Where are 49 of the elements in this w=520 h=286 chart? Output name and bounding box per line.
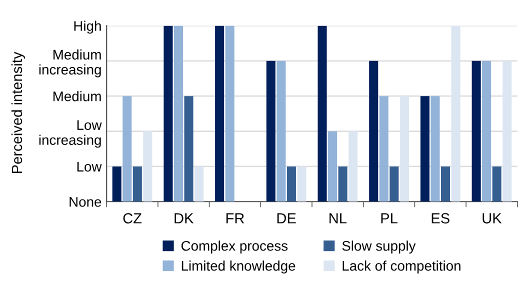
x-tick-label: UK — [482, 213, 502, 224]
text: Low increasing — [39, 120, 102, 148]
text: High — [74, 20, 101, 34]
x-tick-label: CZ — [123, 213, 142, 224]
bar — [225, 26, 234, 202]
bar — [164, 26, 173, 202]
bar — [379, 96, 388, 202]
text: Low — [77, 162, 102, 172]
bar — [472, 60, 481, 202]
bar — [174, 26, 184, 202]
bar — [492, 166, 502, 202]
bar — [420, 96, 430, 202]
text: Medium increasing — [39, 49, 101, 78]
bar — [390, 166, 399, 202]
bar — [276, 60, 286, 202]
bar — [122, 96, 132, 202]
bar — [338, 166, 348, 202]
bar — [400, 96, 409, 202]
x-tick-label: PL — [381, 213, 398, 224]
x-tick-label: FR — [226, 213, 244, 224]
bar — [132, 166, 142, 202]
legend-label: Complex process — [181, 240, 288, 254]
bar — [430, 96, 440, 202]
bar — [328, 131, 338, 202]
legend-label: Limited knowledge — [182, 260, 296, 274]
text: Perceived intensity — [11, 52, 25, 173]
bar — [318, 26, 327, 202]
text: Medium — [53, 91, 101, 102]
bar — [440, 166, 450, 202]
bar — [451, 26, 460, 202]
x-tick-label: NL — [330, 213, 347, 224]
bar — [482, 60, 492, 202]
text: None — [70, 197, 102, 207]
bar — [112, 166, 122, 202]
bar — [369, 60, 378, 202]
x-tick-label: DK — [174, 213, 194, 224]
bar — [502, 60, 512, 202]
bar — [348, 131, 358, 202]
x-tick-label: DE — [277, 213, 296, 224]
bar — [215, 26, 224, 202]
x-tick-label: ES — [432, 213, 450, 224]
legend-label: Slow supply — [342, 240, 416, 254]
bar — [184, 96, 194, 202]
bar — [297, 166, 306, 202]
bar — [143, 131, 152, 202]
bar — [266, 60, 276, 202]
bar — [194, 166, 204, 202]
bar — [286, 166, 296, 202]
legend-label: Lack of competition — [342, 260, 460, 274]
